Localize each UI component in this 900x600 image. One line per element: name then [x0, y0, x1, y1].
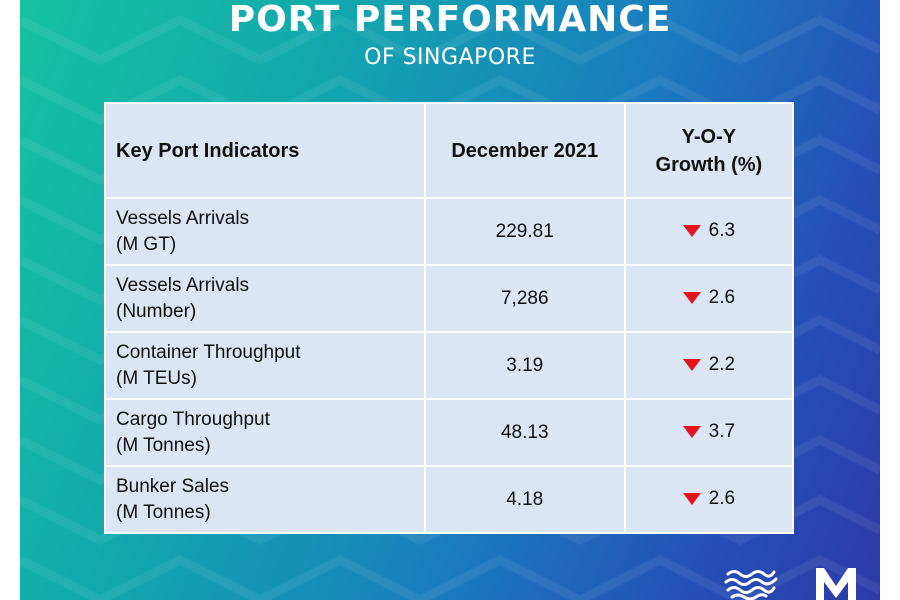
- triangle-down-icon: [682, 225, 701, 237]
- header-yoy-growth: Y-O-Y Growth (%): [623, 102, 795, 199]
- header-yoy-line1: Y-O-Y: [681, 125, 737, 148]
- table-row: Vessels Arrivals (Number) 7,286 2.6: [104, 264, 795, 333]
- m-logo-icon: [816, 568, 856, 600]
- indicator-name: Vessels Arrivals: [116, 207, 250, 229]
- growth-value: 2.2: [708, 354, 736, 375]
- table-row: Cargo Throughput (M Tonnes) 48.13 3.7: [104, 398, 795, 467]
- indicator-cell: Bunker Sales (M Tonnes): [104, 465, 426, 534]
- triangle-down-icon: [682, 292, 701, 304]
- indicator-value: 7,286: [423, 264, 626, 333]
- indicator-cell: Cargo Throughput (M Tonnes): [104, 398, 426, 467]
- triangle-down-icon: [682, 426, 701, 438]
- indicator-name: Bunker Sales: [116, 475, 230, 497]
- growth-value: 2.6: [708, 488, 736, 509]
- growth-cell: 2.6: [623, 264, 795, 333]
- growth-cell: 6.3: [623, 197, 795, 266]
- growth-value: 2.6: [708, 287, 736, 308]
- growth-cell: 2.2: [623, 331, 795, 400]
- indicator-cell: Vessels Arrivals (Number): [104, 264, 426, 333]
- indicator-unit: (M TEUs): [116, 367, 197, 389]
- indicator-unit: (Number): [116, 300, 197, 322]
- indicator-name: Vessels Arrivals: [116, 274, 250, 296]
- indicator-name: Container Throughput: [116, 341, 301, 363]
- indicator-value: 229.81: [423, 197, 626, 266]
- poster: PORT PERFORMANCE OF SINGAPORE Key Port I…: [20, 0, 880, 600]
- triangle-down-icon: [682, 493, 701, 505]
- indicator-unit: (M Tonnes): [116, 434, 211, 456]
- indicator-cell: Container Throughput (M TEUs): [104, 331, 426, 400]
- indicator-name: Cargo Throughput: [116, 408, 270, 430]
- indicator-value: 4.18: [423, 465, 626, 534]
- partner-logos: [724, 568, 856, 600]
- table-row: Container Throughput (M TEUs) 3.19 2.2: [104, 331, 795, 400]
- indicator-unit: (M GT): [116, 233, 177, 255]
- page-subtitle: OF SINGAPORE: [364, 45, 536, 70]
- port-indicators-table: Key Port Indicators December 2021 Y-O-Y …: [104, 102, 795, 534]
- triangle-down-icon: [682, 359, 701, 371]
- indicator-cell: Vessels Arrivals (M GT): [104, 197, 426, 266]
- growth-value: 3.7: [708, 421, 736, 442]
- table-header-row: Key Port Indicators December 2021 Y-O-Y …: [104, 102, 795, 199]
- header-december-2021: December 2021: [423, 102, 626, 199]
- table-row: Vessels Arrivals (M GT) 229.81 6.3: [104, 197, 795, 266]
- page-title: PORT PERFORMANCE: [228, 0, 672, 40]
- indicator-value: 48.13: [423, 398, 626, 467]
- growth-cell: 3.7: [623, 398, 795, 467]
- wave-logo-icon: [724, 570, 778, 600]
- indicator-value: 3.19: [423, 331, 626, 400]
- header-key-port-indicators: Key Port Indicators: [104, 102, 426, 199]
- growth-cell: 2.6: [623, 465, 795, 534]
- growth-value: 6.3: [708, 220, 736, 241]
- indicator-unit: (M Tonnes): [116, 501, 211, 523]
- header-yoy-line2: Growth (%): [655, 153, 763, 176]
- table-row: Bunker Sales (M Tonnes) 4.18 2.6: [104, 465, 795, 534]
